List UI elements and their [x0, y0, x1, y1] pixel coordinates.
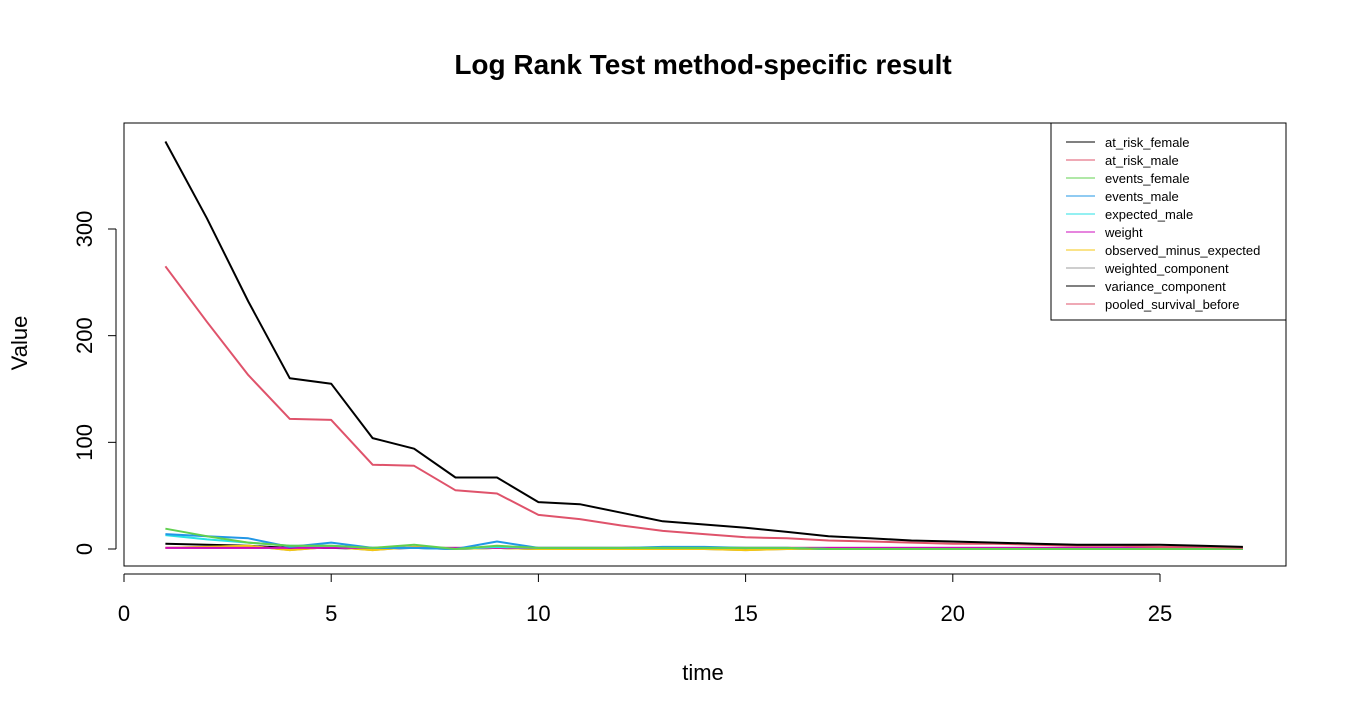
- x-tick-label: 10: [526, 601, 550, 626]
- legend-label: variance_component: [1105, 279, 1226, 294]
- legend-label: expected_male: [1105, 207, 1193, 222]
- y-tick-label: 300: [72, 211, 97, 248]
- y-tick-label: 100: [72, 424, 97, 461]
- plot-frame: [123, 122, 1287, 567]
- y-tick-label: 0: [72, 543, 97, 555]
- y-axis: 0 100 200 300: [72, 211, 117, 555]
- x-axis-label: time: [682, 660, 724, 685]
- legend-label: events_female: [1105, 171, 1190, 186]
- legend-label: observed_minus_expected: [1105, 243, 1260, 258]
- x-tick-label: 20: [941, 601, 965, 626]
- y-tick-label: 200: [72, 317, 97, 354]
- legend-box: [1050, 122, 1287, 321]
- x-tick-label: 15: [733, 601, 757, 626]
- series-layer: [164, 141, 1243, 552]
- x-tick-label: 5: [325, 601, 337, 626]
- x-tick-label: 25: [1148, 601, 1172, 626]
- chart-title: Log Rank Test method-specific result: [454, 49, 951, 80]
- legend-label: events_male: [1105, 189, 1179, 204]
- legend-label: at_risk_female: [1105, 135, 1190, 150]
- legend: at_risk_female at_risk_male events_femalee…: [1050, 122, 1287, 321]
- y-axis-label: Value: [7, 316, 32, 371]
- x-tick-label: 0: [118, 601, 130, 626]
- series-line-at-risk-female: [164, 141, 1243, 548]
- legend-label: pooled_survival_before: [1105, 297, 1239, 312]
- series-line-events-female: [165, 527, 1243, 550]
- x-axis: 0 5 10 15 20 25: [118, 573, 1172, 626]
- legend-label: weighted_component: [1104, 261, 1229, 276]
- legend-label: weight: [1104, 225, 1143, 240]
- legend-label: at_risk_male: [1105, 153, 1179, 168]
- series-line-at-risk-male: [164, 265, 1243, 549]
